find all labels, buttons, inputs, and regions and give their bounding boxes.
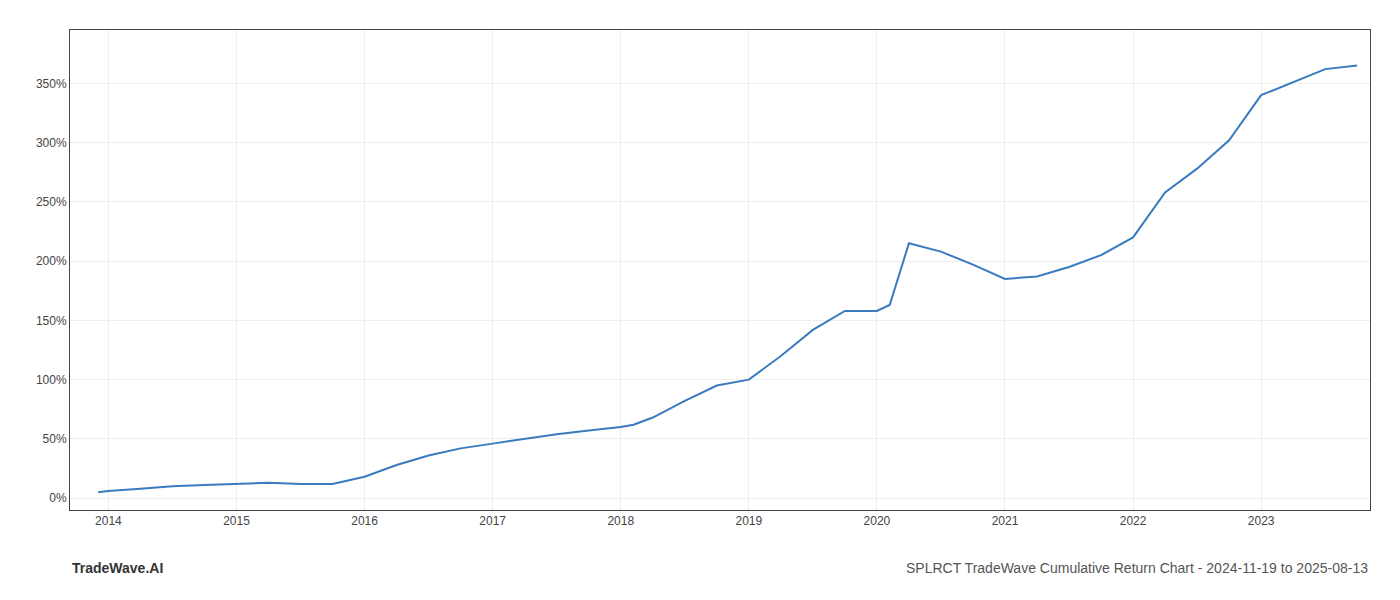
svg-text:TradeWave.AI: TradeWave.AI: [72, 560, 163, 576]
svg-text:50%: 50%: [43, 432, 67, 446]
svg-text:2022: 2022: [1120, 514, 1147, 528]
svg-text:300%: 300%: [36, 136, 67, 150]
svg-text:2015: 2015: [223, 514, 250, 528]
svg-text:2021: 2021: [992, 514, 1019, 528]
svg-text:350%: 350%: [36, 77, 67, 91]
svg-text:2023: 2023: [1248, 514, 1275, 528]
svg-text:0%: 0%: [49, 491, 67, 505]
svg-text:2017: 2017: [479, 514, 506, 528]
svg-text:2019: 2019: [735, 514, 762, 528]
svg-text:100%: 100%: [36, 373, 67, 387]
svg-text:SPLRCT TradeWave Cumulative Re: SPLRCT TradeWave Cumulative Return Chart…: [906, 560, 1368, 576]
svg-text:2016: 2016: [351, 514, 378, 528]
svg-text:200%: 200%: [36, 254, 67, 268]
svg-text:2014: 2014: [95, 514, 122, 528]
svg-text:2018: 2018: [607, 514, 634, 528]
svg-text:150%: 150%: [36, 314, 67, 328]
svg-text:2020: 2020: [864, 514, 891, 528]
svg-text:250%: 250%: [36, 195, 67, 209]
